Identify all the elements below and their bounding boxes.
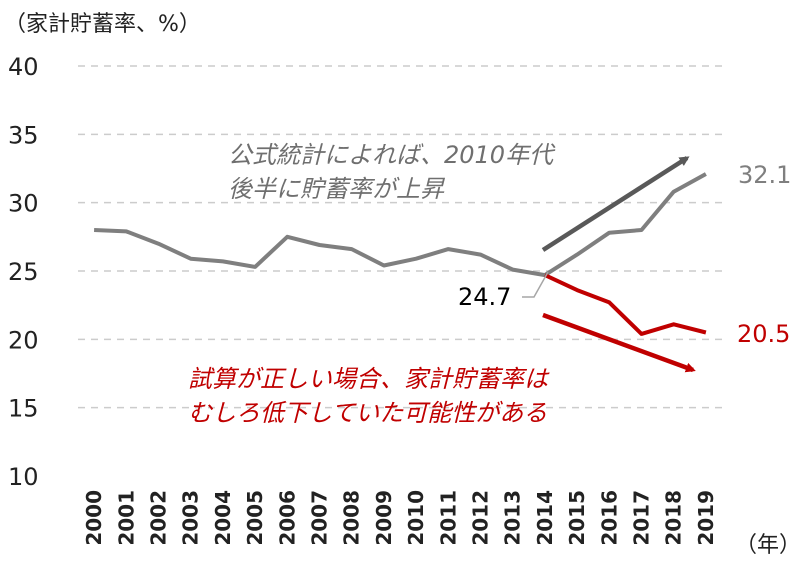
x-tick-2005: 2005	[243, 490, 267, 546]
x-tick-labels: 2000 2001 2002 2003 2004 2005 2006 2007 2008 2009…	[82, 490, 718, 546]
official-annotation-line-1: 公式統計によれば、2010年代	[228, 141, 554, 169]
x-axis-unit-label: （年）	[735, 533, 800, 558]
official-end-value-label: 32.1	[738, 161, 791, 189]
x-tick-2019: 2019	[694, 490, 718, 546]
x-tick-2008: 2008	[340, 490, 364, 546]
x-tick-2017: 2017	[630, 490, 654, 546]
x-tick-2002: 2002	[147, 490, 171, 546]
x-tick-2013: 2013	[501, 490, 525, 546]
x-tick-2004: 2004	[211, 490, 235, 546]
gridlines	[78, 65, 722, 409]
x-tick-2000: 2000	[82, 490, 106, 546]
estimate-series-line	[544, 273, 707, 336]
y-tick-35: 35	[8, 121, 39, 149]
x-tick-2003: 2003	[179, 490, 203, 546]
y-tick-20: 20	[8, 326, 39, 354]
x-tick-2015: 2015	[565, 490, 589, 546]
x-tick-2011: 2011	[436, 490, 460, 546]
y-tick-15: 15	[8, 395, 39, 423]
branch-value-label: 24.7	[458, 283, 511, 311]
x-tick-2006: 2006	[275, 490, 299, 546]
official-trend-annotation: 公式統計によれば、2010年代 後半に貯蓄率が上昇	[228, 138, 553, 206]
estimate-end-value-label: 20.5	[737, 320, 790, 348]
estimate-annotation-line-1: 試算が正しい場合、家計貯蓄率は	[188, 365, 548, 393]
x-tick-2014: 2014	[533, 490, 557, 546]
x-tick-2012: 2012	[469, 490, 493, 546]
falling-trend-arrow	[542, 312, 696, 373]
y-tick-30: 30	[8, 190, 39, 218]
x-tick-2001: 2001	[114, 490, 138, 546]
x-tick-2007: 2007	[308, 490, 332, 546]
x-tick-2009: 2009	[372, 490, 396, 546]
y-tick-25: 25	[8, 258, 39, 286]
estimate-annotation-line-2: むしろ低下していた可能性がある	[188, 399, 548, 427]
x-tick-2010: 2010	[404, 490, 428, 546]
y-axis-unit-label: （家計貯蓄率、%）	[4, 12, 201, 37]
branch-value-leader-line	[522, 271, 549, 298]
y-tick-40: 40	[8, 53, 39, 81]
estimate-trend-annotation: 試算が正しい場合、家計貯蓄率は むしろ低下していた可能性がある	[188, 362, 548, 430]
official-series-line	[94, 172, 707, 278]
series-lines	[94, 172, 707, 336]
y-tick-labels: 10 15 20 25 30 35 40	[8, 53, 39, 491]
x-tick-2016: 2016	[597, 490, 621, 546]
rising-trend-arrow	[541, 156, 690, 252]
y-tick-10: 10	[8, 463, 39, 491]
x-tick-2018: 2018	[662, 490, 686, 546]
official-annotation-line-2: 後半に貯蓄率が上昇	[228, 175, 444, 203]
